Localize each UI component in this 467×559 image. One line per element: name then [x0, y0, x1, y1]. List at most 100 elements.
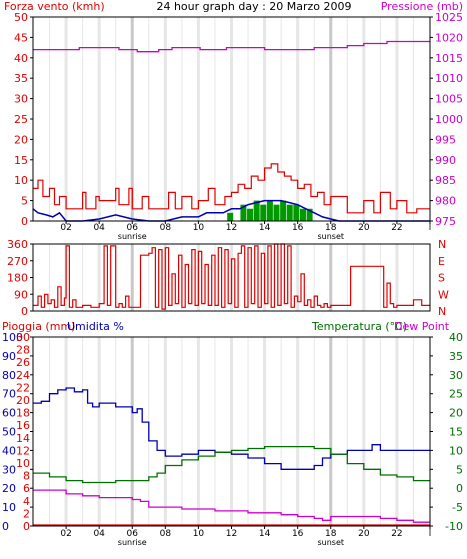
- rain-y-tick-label: 8: [23, 470, 30, 483]
- wind-gust-bar: [280, 200, 287, 221]
- wind-y-tick-label: 40: [14, 52, 28, 65]
- wind-panel-x-tick-label: 20: [358, 223, 370, 233]
- temperature-y-tick-label: 35: [449, 350, 463, 363]
- temperature-y-tick-label: 5: [456, 463, 463, 476]
- rain-y-tick-label: 24: [16, 369, 30, 382]
- climate-panel-sunrise-label: sunrise: [118, 538, 147, 547]
- humidity-y-tick-label: 30: [2, 463, 16, 476]
- rain-y-tick-label: 20: [16, 394, 30, 407]
- wind-max-line: [33, 163, 430, 214]
- wind-panel-x-tick-label: 04: [93, 223, 105, 233]
- direction-compass-label: W: [438, 288, 449, 301]
- rain-y-tick-label: 28: [16, 344, 30, 357]
- wind-axis-title: Forza vento (kmh): [4, 0, 105, 13]
- climate-panel-x-tick-label: l: [429, 529, 432, 539]
- dewpoint-line: [33, 489, 430, 523]
- humidity-y-tick-label: 70: [2, 388, 16, 401]
- temperature-axis-title: Temperatura (°C): [311, 320, 407, 333]
- dewpoint-axis-title: Dew Point: [394, 320, 450, 333]
- climate-panel-x-tick-label: 10: [193, 529, 205, 539]
- humidity-y-tick-label: 60: [2, 407, 16, 420]
- climate-panel-x-tick-label: 08: [160, 529, 172, 539]
- humidity-y-tick-label: 10: [2, 501, 16, 514]
- wind-panel-sunrise-label: sunrise: [118, 232, 147, 241]
- climate-panel-x-tick-label: 20: [358, 529, 370, 539]
- wind-gust-bar: [247, 208, 254, 221]
- pressure-y-tick-label: 975: [435, 215, 456, 228]
- wind-panel-x-tick-label: 12: [226, 223, 237, 233]
- pressure-y-tick-label: 1010: [435, 72, 463, 85]
- wind-y-tick-label: 15: [14, 154, 28, 167]
- climate-panel-x-tick-label: 02: [60, 529, 71, 539]
- wind-y-tick-label: 0: [21, 215, 28, 228]
- direction-compass-label: S: [438, 272, 445, 285]
- temperature-y-tick-label: 25: [449, 388, 463, 401]
- wind-y-tick-label: 10: [14, 174, 28, 187]
- humidity-y-tick-label: 0: [2, 520, 9, 533]
- direction-y-tick-label: 90: [14, 288, 28, 301]
- humidity-y-tick-label: 90: [2, 350, 16, 363]
- rain-y-tick-label: 26: [16, 356, 30, 369]
- wind-y-tick-label: 45: [14, 31, 28, 44]
- direction-compass-label: E: [438, 255, 445, 268]
- wind-panel-x-tick-label: 18: [325, 223, 337, 233]
- pressure-y-tick-label: 990: [435, 154, 456, 167]
- temperature-y-tick-label: 0: [456, 482, 463, 495]
- wind-panel-sunset-label: sunset: [317, 232, 344, 241]
- wind-y-tick-label: 30: [14, 93, 28, 106]
- pressure-axis-title: Pressione (mb): [381, 0, 463, 13]
- humidity-y-tick-label: 80: [2, 369, 16, 382]
- wind-gust-bar: [227, 212, 234, 221]
- wind-panel-x-tick-label: 22: [391, 223, 402, 233]
- direction-compass-label: N: [438, 305, 446, 318]
- direction-y-tick-label: 270: [7, 255, 28, 268]
- pressure-y-tick-label: 980: [435, 195, 456, 208]
- climate-panel-x-tick-label: 04: [93, 529, 105, 539]
- wind-y-tick-label: 5: [21, 195, 28, 208]
- wind-gust-bar: [306, 208, 313, 221]
- rain-y-tick-label: 16: [16, 419, 30, 432]
- temperature-y-tick-label: 40: [449, 331, 463, 344]
- climate-panel-x-tick-label: 12: [226, 529, 237, 539]
- rain-axis-title: Pioggia (mm): [2, 320, 75, 333]
- rain-y-tick-label: 2: [23, 507, 30, 520]
- wind-panel-x-tick-label: 08: [160, 223, 172, 233]
- climate-panel-sunset-label: sunset: [317, 538, 344, 547]
- temperature-y-tick-label: 10: [449, 444, 463, 457]
- humidity-axis-title: Umidita %: [67, 320, 124, 333]
- climate-panel-x-tick-label: 22: [391, 529, 402, 539]
- temperature-y-tick-label: 20: [449, 407, 463, 420]
- pressure-y-tick-label: 1015: [435, 52, 463, 65]
- pressure-y-tick-label: 1000: [435, 113, 463, 126]
- wind-gust-bar: [240, 204, 247, 221]
- pressure-y-tick-label: 1025: [435, 11, 463, 24]
- temperature-y-tick-label: 15: [449, 426, 463, 439]
- humidity-y-tick-label: 50: [2, 426, 16, 439]
- chart-title: 24 hour graph day : 20 Marzo 2009: [156, 0, 351, 13]
- pressure-y-tick-label: 995: [435, 133, 456, 146]
- wind-panel-x-tick-label: 02: [60, 223, 71, 233]
- temperature-y-tick-label: -5: [452, 501, 463, 514]
- temperature-y-tick-label: 30: [449, 369, 463, 382]
- climate-panel-x-tick-label: 18: [325, 529, 337, 539]
- direction-panel-frame: [32, 243, 431, 312]
- wind-gust-bar: [293, 204, 300, 221]
- wind-panel-x-tick-label: 06: [127, 223, 139, 233]
- direction-line: [33, 243, 430, 310]
- wind-y-tick-label: 35: [14, 72, 28, 85]
- pressure-y-tick-label: 985: [435, 174, 456, 187]
- wind-gust-bar: [260, 204, 267, 221]
- direction-y-tick-label: 360: [7, 238, 28, 251]
- pressure-y-tick-label: 1020: [435, 31, 463, 44]
- wind-gust-bar: [273, 204, 280, 221]
- rain-y-tick-label: 12: [16, 444, 30, 457]
- climate-panel-x-tick-label: 14: [259, 529, 271, 539]
- rain-y-tick-label: 14: [16, 432, 30, 445]
- climate-panel-x-tick-label: 16: [292, 529, 304, 539]
- wind-gust-bar: [286, 204, 293, 221]
- humidity-y-tick-label: 40: [2, 444, 16, 457]
- humidity-y-tick-label: 20: [2, 482, 16, 495]
- wind-y-tick-label: 20: [14, 133, 28, 146]
- wind-panel-x-tick-label: l: [429, 223, 432, 233]
